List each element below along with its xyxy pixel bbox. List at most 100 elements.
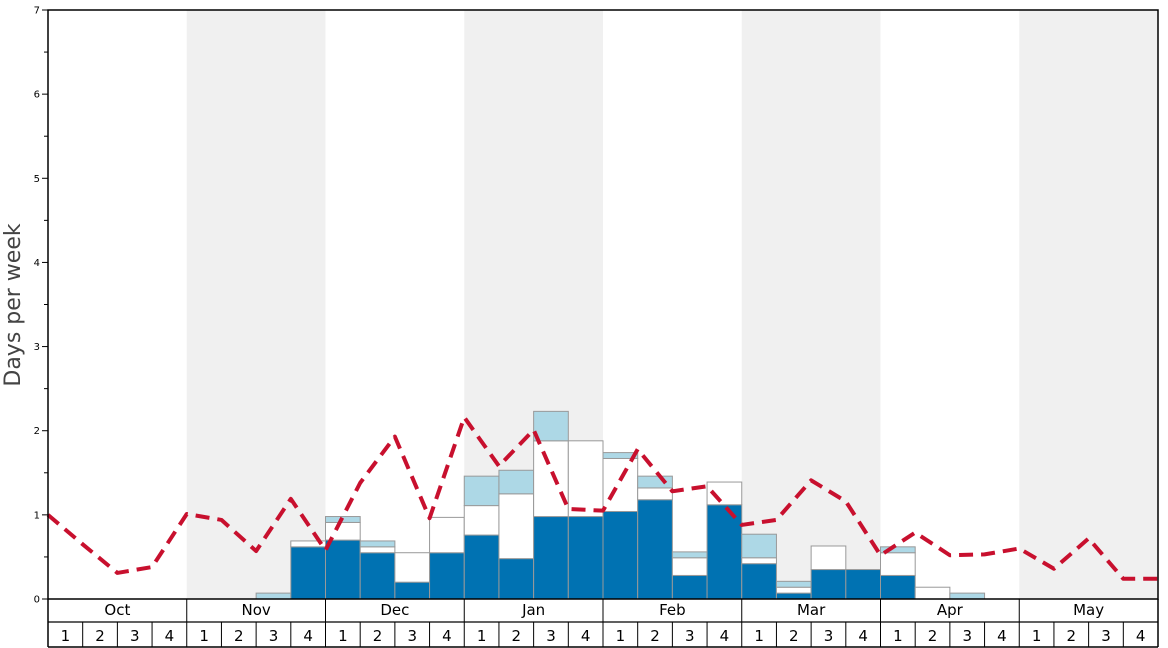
- week-label: 1: [754, 627, 764, 645]
- y-tick-label: 7: [34, 6, 40, 17]
- week-label: 4: [858, 627, 868, 645]
- bar-segment-white: [741, 557, 777, 565]
- bar-segment-white: [706, 481, 743, 506]
- bar-segment-white: [880, 552, 916, 576]
- y-axis: 0 1 2 3 4 5 6 7: [34, 6, 48, 606]
- y-tick-label: 1: [34, 510, 40, 521]
- week-label: 3: [824, 627, 834, 645]
- bar-segment-light: [602, 452, 639, 459]
- bar-segment-white: [533, 440, 569, 518]
- week-label: 2: [1067, 627, 1077, 645]
- week-label: 3: [685, 627, 695, 645]
- bar-segment-white: [671, 557, 708, 576]
- month-label: Feb: [659, 601, 686, 619]
- month-label: Nov: [241, 601, 270, 619]
- week-label: 4: [720, 627, 730, 645]
- week-label: 3: [407, 627, 417, 645]
- bar-segment-white: [463, 505, 500, 536]
- month-label: May: [1073, 601, 1104, 619]
- bar-segment-dark: [567, 516, 604, 600]
- bar-segment-light: [359, 540, 396, 548]
- week-label: 1: [199, 627, 209, 645]
- week-label: 3: [1101, 627, 1111, 645]
- week-label: 2: [234, 627, 244, 645]
- y-tick-label: 3: [34, 342, 40, 353]
- week-label: 1: [477, 627, 487, 645]
- week-label: 1: [616, 627, 626, 645]
- average-line: [46, 415, 1158, 581]
- week-label: 4: [997, 627, 1007, 645]
- month-band: [186, 10, 326, 599]
- bar-segment-white: [810, 545, 847, 571]
- week-label: 2: [789, 627, 799, 645]
- bar-segment-light: [880, 546, 916, 554]
- week-label: 2: [650, 627, 660, 645]
- bar-segment-light: [775, 580, 812, 588]
- bar-segment-white: [429, 516, 465, 554]
- week-label: 2: [928, 627, 938, 645]
- y-tick-label: 5: [34, 174, 40, 185]
- bar-segment-white: [602, 457, 639, 512]
- x-axis: Oct 1 2 3 4 Nov 1 2 3 4 Dec 1 2 3 4 Jan 1 2 3 4 Feb 1 2 3 4 Mar 1 2…: [47, 599, 1159, 648]
- month-band: [1019, 10, 1158, 599]
- bar-segment-dark: [637, 499, 673, 600]
- week-label: 1: [61, 627, 71, 645]
- bar-segment-dark: [671, 574, 708, 600]
- week-label: 4: [303, 627, 313, 645]
- bar-segment-dark: [394, 581, 431, 600]
- month-label: Jan: [521, 601, 545, 619]
- bar-segment-dark: [533, 516, 569, 600]
- bar-segment-white: [637, 487, 673, 501]
- average-line-series: [46, 415, 1158, 581]
- bar-segment-dark: [775, 592, 812, 600]
- week-label: 3: [269, 627, 279, 645]
- bar-segment-dark: [706, 504, 743, 600]
- bar-segment-dark: [845, 569, 881, 600]
- bar-segment-light: [741, 533, 777, 559]
- month-label: Oct: [104, 601, 130, 619]
- bar-segment-light: [463, 475, 500, 507]
- y-tick-label: 6: [34, 90, 40, 101]
- week-label: 3: [130, 627, 140, 645]
- bar-segment-dark: [290, 546, 326, 600]
- bar-segment-dark: [463, 534, 500, 600]
- week-label: 1: [893, 627, 903, 645]
- bar-segment-white: [775, 586, 812, 594]
- bar-segment-white: [359, 546, 396, 554]
- bar-segment-white: [394, 552, 431, 583]
- bar-segment-dark: [325, 539, 361, 600]
- week-label: 2: [373, 627, 383, 645]
- week-label: 4: [1136, 627, 1146, 645]
- bar-segment-dark: [810, 569, 847, 600]
- bar-segment-dark: [741, 563, 777, 600]
- month-label: Apr: [937, 601, 964, 619]
- month-label: Dec: [380, 601, 409, 619]
- y-tick-label: 4: [34, 258, 40, 269]
- month-bands: [186, 10, 1158, 599]
- bar-segment-dark: [602, 510, 639, 600]
- bar-series: [255, 410, 986, 600]
- month-band: [741, 10, 881, 599]
- month-label: Mar: [797, 601, 826, 619]
- bar-segment-dark: [498, 558, 535, 600]
- week-label: 1: [1032, 627, 1042, 645]
- bar-segment-dark: [880, 574, 916, 600]
- week-label: 2: [512, 627, 522, 645]
- bar-segment-white: [567, 440, 604, 518]
- week-label: 4: [581, 627, 591, 645]
- week-label: 4: [442, 627, 452, 645]
- bar-segment-dark: [359, 552, 396, 600]
- bar-segment-light: [255, 592, 292, 600]
- bar-segment-light: [637, 475, 673, 489]
- y-axis-label: Days per week: [1, 223, 26, 386]
- week-label: 1: [338, 627, 348, 645]
- week-label: 2: [95, 627, 105, 645]
- week-label: 3: [546, 627, 556, 645]
- week-label: 3: [962, 627, 972, 645]
- bar-segment-white: [498, 493, 535, 560]
- bar-segment-dark: [429, 552, 465, 600]
- y-tick-label: 2: [34, 426, 40, 437]
- bar-segment-light: [533, 410, 569, 442]
- bar-segment-light: [498, 469, 535, 495]
